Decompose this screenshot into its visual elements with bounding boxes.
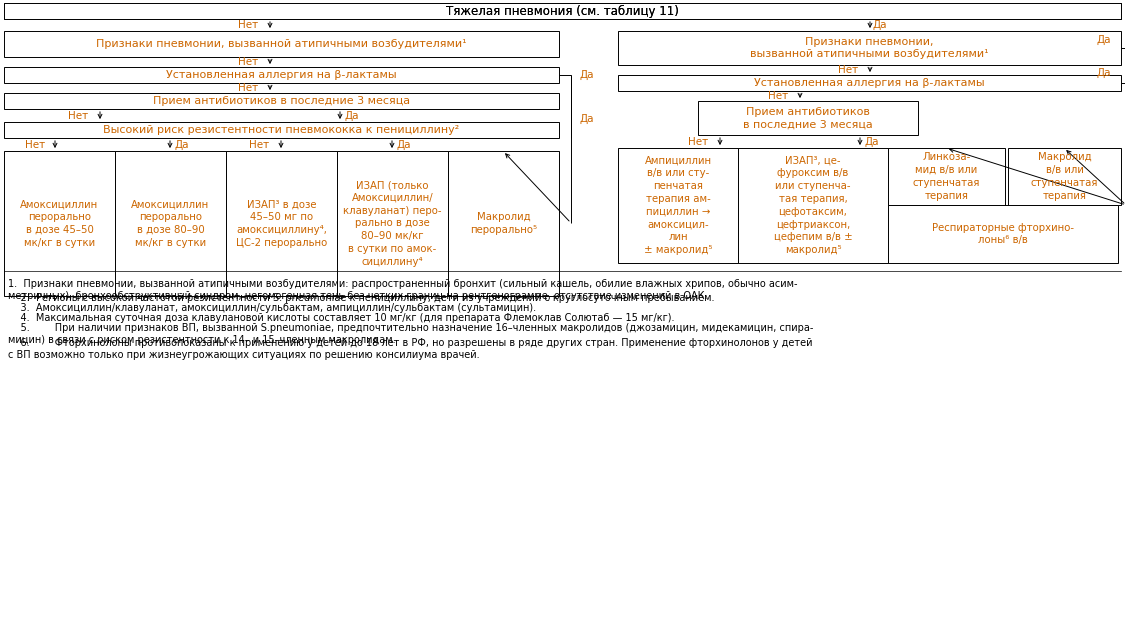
Text: Высокий риск резистентности пневмококка к пенициллину²: Высокий риск резистентности пневмококка … [104, 125, 460, 135]
Text: Нет: Нет [68, 111, 88, 121]
Text: 2.  Регионы с высокой частотой резистентности S. pneumoniae к пенициллину, дети : 2. Регионы с высокой частотой резистентн… [8, 293, 714, 303]
Bar [618, 148, 738, 263]
Text: Да: Да [174, 140, 189, 150]
Text: 6.        Фторхинолоны противопоказаны к применению у детей до 18 лет в РФ, но р: 6. Фторхинолоны противопоказаны к примен… [8, 338, 812, 361]
Text: ИЗАП³, це-
фуроксим в/в
или ступенча-
тая терапия,
цефотаксим,
цефтриаксон,
цефе: ИЗАП³, це- фуроксим в/в или ступенча- та… [774, 156, 853, 255]
Text: Признаки пневмонии, вызванной атипичными возбудителями¹: Признаки пневмонии, вызванной атипичными… [97, 39, 467, 49]
Text: Макролид
перорально⁵: Макролид перорально⁵ [470, 212, 537, 235]
Bar [4, 31, 559, 57]
Text: Тяжелая пневмония (см. таблицу 11): Тяжелая пневмония (см. таблицу 11) [446, 4, 680, 18]
Bar [888, 205, 1118, 263]
Text: Да: Да [344, 111, 359, 121]
Text: ИЗАП (только
Амоксициллин/
клавуланат) перо-
рально в дозе
80–90 мк/кг
в сутки п: ИЗАП (только Амоксициллин/ клавуланат) п… [343, 180, 442, 267]
Text: Респираторные фторхино-
лоны⁶ в/в: Респираторные фторхино- лоны⁶ в/в [932, 222, 1074, 246]
Bar [4, 122, 559, 138]
Bar [618, 75, 1120, 91]
Text: Установленная аллергия на β-лактамы: Установленная аллергия на β-лактамы [754, 78, 984, 88]
Bar [4, 3, 1120, 19]
Text: Нет: Нет [688, 137, 708, 147]
Text: Амоксициллин
перорально
в дозе 80–90
мк/кг в сутки: Амоксициллин перорально в дозе 80–90 мк/… [132, 199, 209, 248]
Text: Прием антибиотиков в последние 3 месяца: Прием антибиотиков в последние 3 месяца [153, 96, 410, 106]
Text: Да: Да [579, 114, 594, 124]
Text: Нет: Нет [238, 57, 258, 67]
Text: Установленная аллергия на β-лактамы: Установленная аллергия на β-лактамы [166, 70, 397, 80]
Text: 1.  Признаки пневмонии, вызванной атипичными возбудителями: распространенный бро: 1. Признаки пневмонии, вызванной атипичн… [8, 279, 798, 301]
Text: Да: Да [1097, 35, 1112, 45]
Bar [338, 151, 448, 296]
Text: Да: Да [579, 70, 594, 80]
Text: Прием антибиотиков
в последние 3 месяца: Прием антибиотиков в последние 3 месяца [744, 107, 873, 129]
Text: 4.  Максимальная суточная доза клавулановой кислоты составляет 10 мг/кг (для пре: 4. Максимальная суточная доза клавуланов… [8, 313, 675, 323]
Bar [4, 3, 1120, 19]
Text: 5.        При наличии признаков ВП, вызванной S.pneumoniae, предпочтительно назн: 5. При наличии признаков ВП, вызванной S… [8, 323, 813, 346]
Text: Линкоза-
мид в/в или
ступенчатая
терапия: Линкоза- мид в/в или ступенчатая терапия [912, 152, 980, 201]
Text: ИЗАП³ в дозе
45–50 мг по
амоксициллину⁴,
ЦС-2 перорально: ИЗАП³ в дозе 45–50 мг по амоксициллину⁴,… [236, 199, 327, 248]
Text: Амоксициллин
перорально
в дозе 45–50
мк/кг в сутки: Амоксициллин перорально в дозе 45–50 мк/… [20, 199, 99, 248]
Text: Ампициллин
в/в или сту-
пенчатая
терапия ам-
пициллин →
амоксицил-
лин
± макроли: Ампициллин в/в или сту- пенчатая терапия… [644, 156, 712, 255]
Bar [4, 67, 559, 83]
Bar [1008, 148, 1120, 205]
Text: Да: Да [873, 20, 888, 30]
Bar [738, 148, 888, 263]
Bar [888, 148, 1005, 205]
Bar [698, 101, 918, 135]
Text: Тяжелая пневмония (см. таблицу 11): Тяжелая пневмония (см. таблицу 11) [446, 4, 680, 18]
Text: Да: Да [865, 137, 880, 147]
Text: Макролид
в/в или
ступенчатая
терапия: Макролид в/в или ступенчатая терапия [1030, 152, 1098, 201]
Bar [618, 31, 1120, 65]
Text: Нет: Нет [768, 91, 788, 101]
Text: Да: Да [1097, 68, 1112, 78]
Text: 3.  Амоксициллин/клавуланат, амоксициллин/сульбактам, ампициллин/сульбактам (сул: 3. Амоксициллин/клавуланат, амоксициллин… [8, 303, 537, 313]
Text: Нет: Нет [238, 20, 258, 30]
Text: Нет: Нет [249, 140, 269, 150]
Bar [115, 151, 226, 296]
Text: Нет: Нет [838, 65, 858, 75]
Text: Нет: Нет [25, 140, 45, 150]
Bar [4, 93, 559, 109]
Bar [448, 151, 559, 296]
Bar [4, 151, 115, 296]
Bar [226, 151, 338, 296]
Text: Признаки пневмонии,
вызванной атипичными возбудителями¹: Признаки пневмонии, вызванной атипичными… [750, 37, 989, 59]
Text: Да: Да [397, 140, 412, 150]
Text: Нет: Нет [238, 83, 258, 93]
